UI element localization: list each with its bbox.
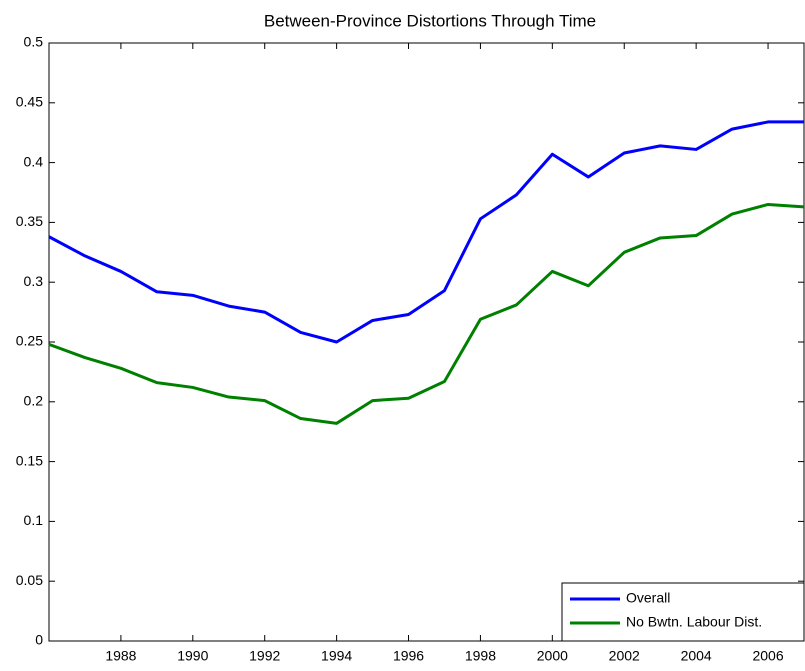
y-tick-label: 0.25	[16, 333, 43, 349]
chart-title: Between-Province Distortions Through Tim…	[264, 11, 596, 30]
legend: Overall No Bwtn. Labour Dist.	[561, 582, 805, 642]
y-tick-label: 0.15	[16, 452, 43, 468]
x-tick-label: 1992	[249, 648, 280, 664]
legend-label: No Bwtn. Labour Dist.	[626, 614, 762, 630]
x-tick-label: 2004	[681, 648, 712, 664]
y-tick-label: 0.05	[16, 572, 43, 588]
series-line	[48, 120, 804, 344]
x-tick-label: 1996	[393, 648, 424, 664]
legend-box	[561, 582, 805, 642]
x-tick-label: 2002	[609, 648, 640, 664]
y-tick-label: 0.2	[24, 393, 44, 409]
x-tick-label: 1994	[321, 648, 352, 664]
legend-label: Overall	[626, 590, 670, 606]
x-tick-label: 2000	[537, 648, 568, 664]
y-tick-label: 0.4	[24, 153, 44, 169]
y-tick-label: 0.5	[24, 34, 44, 50]
y-tick-label: 0.45	[16, 94, 43, 110]
y-tick-label: 0.3	[24, 273, 44, 289]
x-tick-label: 2006	[752, 648, 783, 664]
y-tick-label: 0.35	[16, 213, 43, 229]
y-tick-label: 0	[35, 632, 43, 648]
series-line	[48, 202, 805, 425]
plot-area	[48, 42, 805, 642]
x-tick-label: 1998	[465, 648, 496, 664]
y-tick-label: 0.1	[24, 512, 44, 528]
x-tick-label: 1988	[105, 648, 136, 664]
x-tick-label: 1990	[177, 648, 208, 664]
